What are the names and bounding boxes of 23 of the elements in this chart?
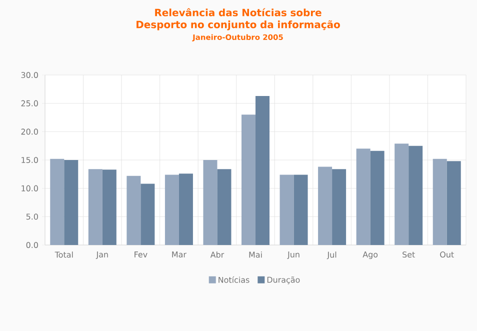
bar — [280, 174, 294, 245]
bar — [126, 176, 141, 245]
bar — [102, 170, 116, 245]
bar — [332, 169, 346, 245]
bar — [318, 166, 332, 245]
bar — [217, 169, 232, 245]
chart-title: Relevância das Notícias sobre Desporto no conjunto da informação — [136, 8, 340, 30]
bar — [203, 160, 218, 245]
bar — [64, 160, 78, 245]
bar — [242, 114, 256, 245]
bar — [408, 146, 423, 245]
bar — [356, 148, 370, 245]
bar — [50, 158, 64, 245]
bar — [178, 174, 193, 245]
bar — [394, 144, 409, 245]
bar — [370, 150, 384, 245]
bar — [294, 174, 308, 245]
bar — [446, 161, 461, 245]
bar — [164, 174, 179, 245]
bar — [256, 96, 270, 245]
bar — [88, 169, 102, 245]
bar — [140, 184, 155, 245]
bar — [432, 158, 447, 245]
